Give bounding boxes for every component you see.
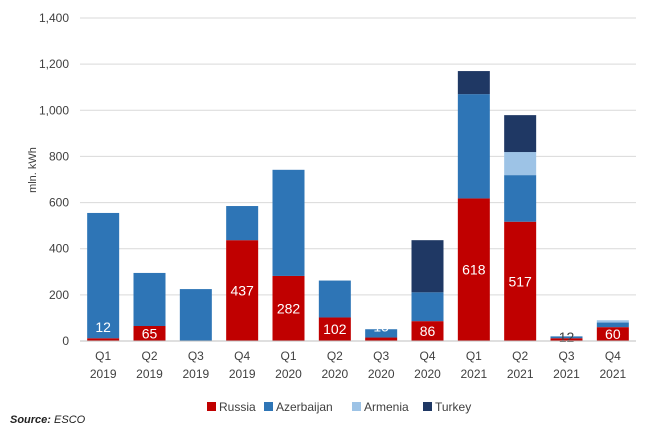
x-tick-year: 2019 <box>136 367 163 381</box>
data-label: 15 <box>373 319 389 335</box>
bar-segment-russia <box>365 337 398 341</box>
x-tick-year: 2020 <box>321 367 348 381</box>
bar-segment-azerbaijan <box>133 272 166 327</box>
bar-segment-russia <box>272 275 305 341</box>
bar-segment-russia <box>550 338 583 341</box>
data-label: 437 <box>230 283 254 299</box>
legend-label-russia: Russia <box>219 400 256 414</box>
bar-segment-azerbaijan <box>179 289 212 341</box>
x-tick-year: 2021 <box>599 367 626 381</box>
x-tick-year: 2021 <box>460 367 487 381</box>
y-tick-label: 400 <box>49 242 69 256</box>
bar-segment-russia <box>457 198 490 341</box>
x-tick-quarter: Q2 <box>327 349 343 363</box>
x-tick-year: 2021 <box>553 367 580 381</box>
x-tick-year: 2019 <box>182 367 209 381</box>
y-tick-label: 800 <box>49 149 69 163</box>
x-tick-year: 2020 <box>368 367 395 381</box>
bar-segment-turkey <box>504 115 537 153</box>
bar-segment-russia <box>504 221 537 341</box>
bar-segment-russia <box>596 327 629 341</box>
x-tick-quarter: Q4 <box>605 349 621 363</box>
x-tick-quarter: Q3 <box>373 349 389 363</box>
bar-segment-azerbaijan <box>226 206 259 241</box>
bar-segment-azerbaijan <box>87 212 120 339</box>
bar-segment-azerbaijan <box>457 94 490 199</box>
x-tick-year: 2019 <box>229 367 256 381</box>
gridlines <box>80 17 636 296</box>
x-tick-quarter: Q1 <box>466 349 482 363</box>
bar-segment-azerbaijan <box>365 329 398 338</box>
data-label: 517 <box>508 273 532 289</box>
y-tick-label: 1,000 <box>39 103 69 117</box>
bar-segment-russia <box>226 240 259 341</box>
bar-segment-russia <box>87 338 120 341</box>
data-labels: 12 65 437 282 102 15 86 618 517 12 60 <box>95 262 620 346</box>
bar-segment-armenia <box>596 320 629 323</box>
bars <box>87 71 629 341</box>
source-note: Source: ESCO <box>10 414 85 426</box>
data-label: 60 <box>605 326 621 342</box>
x-axis: Q1 2019 Q2 2019 Q3 2019 Q4 2019 Q1 2020 Q2 2020 Q3 20… <box>80 340 636 381</box>
bar-segment-azerbaijan <box>411 292 444 322</box>
data-label: 618 <box>462 262 486 278</box>
bar-segment-russia <box>133 326 166 341</box>
source-prefix: Source: <box>10 414 51 426</box>
x-tick-quarter: Q1 <box>95 349 111 363</box>
legend: Russia Azerbaijan Armenia Turkey <box>207 400 471 414</box>
x-tick-year: 2020 <box>275 367 302 381</box>
y-tick-label: 1,200 <box>39 57 69 71</box>
legend-label-armenia: Armenia <box>364 400 409 414</box>
bar-segment-turkey <box>457 71 490 95</box>
bar-segment-azerbaijan <box>504 175 537 222</box>
bar-segment-russia <box>411 321 444 341</box>
legend-label-azerbaijan: Azerbaijan <box>276 400 333 414</box>
x-tick-quarter: Q3 <box>558 349 574 363</box>
bar-segment-turkey <box>411 240 444 293</box>
x-tick-quarter: Q4 <box>234 349 250 363</box>
data-label: 86 <box>420 323 436 339</box>
data-label: 65 <box>142 326 158 342</box>
bar-segment-azerbaijan <box>596 322 629 328</box>
x-tick-quarter: Q3 <box>188 349 204 363</box>
x-tick-year: 2020 <box>414 367 441 381</box>
data-label: 12 <box>559 329 575 345</box>
x-tick-quarter: Q1 <box>280 349 296 363</box>
x-tick-quarter: Q2 <box>141 349 157 363</box>
data-label: 282 <box>277 300 301 316</box>
legend-swatch-azerbaijan <box>264 402 273 411</box>
data-label: 102 <box>323 321 347 337</box>
x-tick-year: 2021 <box>507 367 534 381</box>
x-tick-year: 2019 <box>90 367 117 381</box>
data-label: 12 <box>95 319 111 335</box>
y-axis: 0 200 400 600 800 1,000 1,200 1,400 <box>39 11 69 348</box>
bar-segment-azerbaijan <box>272 169 305 276</box>
legend-swatch-russia <box>207 402 216 411</box>
legend-swatch-turkey <box>423 402 432 411</box>
y-axis-label: mln. kWh <box>27 147 39 193</box>
y-tick-label: 0 <box>62 334 69 348</box>
x-tick-quarter: Q4 <box>419 349 435 363</box>
bar-segment-azerbaijan <box>318 280 351 318</box>
legend-swatch-armenia <box>352 402 361 411</box>
legend-label-turkey: Turkey <box>435 400 471 414</box>
bar-segment-russia <box>318 317 351 341</box>
x-tick-quarter: Q2 <box>512 349 528 363</box>
bar-segment-armenia <box>504 152 537 176</box>
source-text: ESCO <box>50 414 86 426</box>
bar-segment-azerbaijan <box>550 336 583 339</box>
y-tick-label: 600 <box>49 196 69 210</box>
y-tick-label: 1,400 <box>39 11 69 25</box>
y-tick-label: 200 <box>49 288 69 302</box>
